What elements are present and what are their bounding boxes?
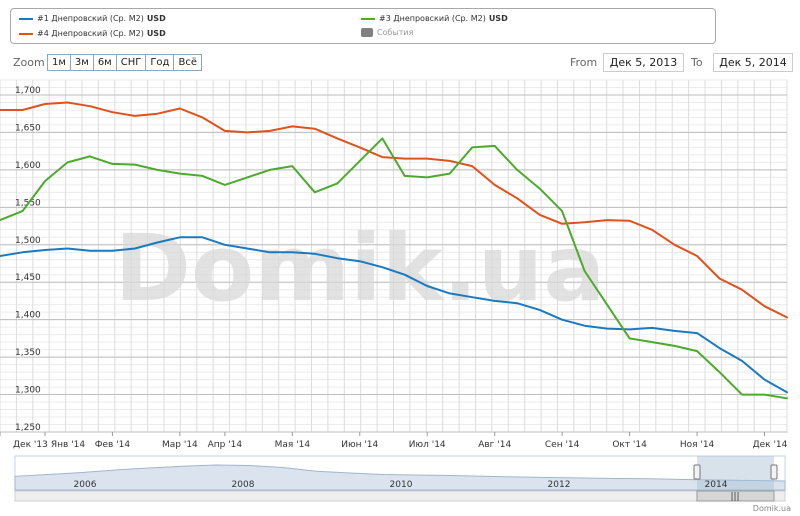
navigator-handle-left[interactable] xyxy=(693,464,701,480)
zoom-3m-button[interactable]: 3м xyxy=(71,55,94,70)
y-tick-label: 1,600 xyxy=(15,161,41,171)
x-tick-label: Июл '14 xyxy=(409,440,446,450)
range-to-input[interactable]: Дек 5, 2014 xyxy=(713,53,793,72)
zoom-button-group: 1м 3м 6м СНГ Год Всё xyxy=(47,54,202,71)
series-1-swatch xyxy=(19,17,33,20)
x-tick-label: Дек '14 xyxy=(753,440,788,450)
legend-box: #1 Днепровский (Ср. М2) USD #4 Днепровски… xyxy=(10,8,716,44)
legend-item-events[interactable]: События xyxy=(361,28,413,37)
navigator-year-label: 2014 xyxy=(705,480,728,490)
y-tick-label: 1,450 xyxy=(15,273,41,283)
zoom-1m-button[interactable]: 1м xyxy=(48,55,71,70)
legend-unit-1: USD xyxy=(146,14,166,23)
navigator-year-label: 2010 xyxy=(390,480,413,490)
x-tick-label: Окт '14 xyxy=(612,440,647,450)
series-line-1[interactable] xyxy=(0,236,788,394)
x-tick-label: Мая '14 xyxy=(275,440,311,450)
zoom-ytd-button[interactable]: СНГ xyxy=(117,55,147,70)
events-swatch xyxy=(361,28,373,37)
x-tick-label: Дек '13 xyxy=(13,440,48,450)
series-3-swatch xyxy=(361,17,375,20)
zoom-all-button[interactable]: Всё xyxy=(178,57,197,68)
x-tick-label: Авг '14 xyxy=(478,440,511,450)
navigator-year-label: 2006 xyxy=(74,480,97,490)
navigator-year-label: 2008 xyxy=(232,480,255,490)
legend-item-series-1[interactable]: #1 Днепровский (Ср. М2) USD xyxy=(19,14,166,23)
legend-label-2: #4 Днепровский (Ср. М2) xyxy=(37,29,144,38)
y-tick-label: 1,350 xyxy=(15,348,41,358)
range-from-input[interactable]: Дек 5, 2013 xyxy=(603,53,684,72)
zoom-label: Zoom xyxy=(13,56,45,69)
x-tick-label: Янв '14 xyxy=(51,440,86,450)
navigator-year-label: 2012 xyxy=(548,480,571,490)
x-tick-label: Апр '14 xyxy=(208,440,243,450)
credit-text: Domik.ua xyxy=(753,504,791,513)
scrollbar-track[interactable] xyxy=(14,490,786,502)
y-tick-label: 1,300 xyxy=(15,386,41,396)
legend-label-1: #1 Днепровский (Ср. М2) xyxy=(37,14,144,23)
legend-unit-2: USD xyxy=(146,29,166,38)
legend-item-series-4[interactable]: #4 Днепровский (Ср. М2) USD xyxy=(19,29,166,38)
legend-label-3: #3 Днепровский (Ср. М2) xyxy=(379,14,486,23)
scrollbar-thumb[interactable] xyxy=(696,490,775,502)
y-tick-label: 1,500 xyxy=(15,236,41,246)
legend-item-series-3[interactable]: #3 Днепровский (Ср. М2) USD xyxy=(361,14,508,23)
range-from-label: From xyxy=(570,56,598,69)
series-line-3[interactable] xyxy=(0,137,788,400)
series-4-swatch xyxy=(19,32,33,35)
legend-label-events: События xyxy=(377,28,414,37)
navigator-selection[interactable] xyxy=(697,456,774,490)
scrollbar-grip-icon: ||| xyxy=(730,492,739,502)
x-tick-label: Сен '14 xyxy=(545,440,580,450)
zoom-6m-button[interactable]: 6м xyxy=(94,55,117,70)
y-tick-label: 1,400 xyxy=(15,311,41,321)
x-tick-label: Ноя '14 xyxy=(680,440,715,450)
x-tick-label: Фев '14 xyxy=(95,440,131,450)
y-tick-label: 1,650 xyxy=(15,123,41,133)
navigator-handle-right[interactable] xyxy=(770,464,778,480)
navigator-area xyxy=(14,464,786,491)
y-tick-label: 1,250 xyxy=(15,423,41,433)
y-tick-label: 1,700 xyxy=(15,86,41,96)
legend-unit-3: USD xyxy=(488,14,508,23)
x-tick-label: Мар '14 xyxy=(162,440,198,450)
zoom-1y-button[interactable]: Год xyxy=(146,55,175,70)
x-tick-label: Июн '14 xyxy=(341,440,378,450)
watermark-text: Domik.ua xyxy=(115,215,606,322)
range-to-label: To xyxy=(691,56,703,69)
